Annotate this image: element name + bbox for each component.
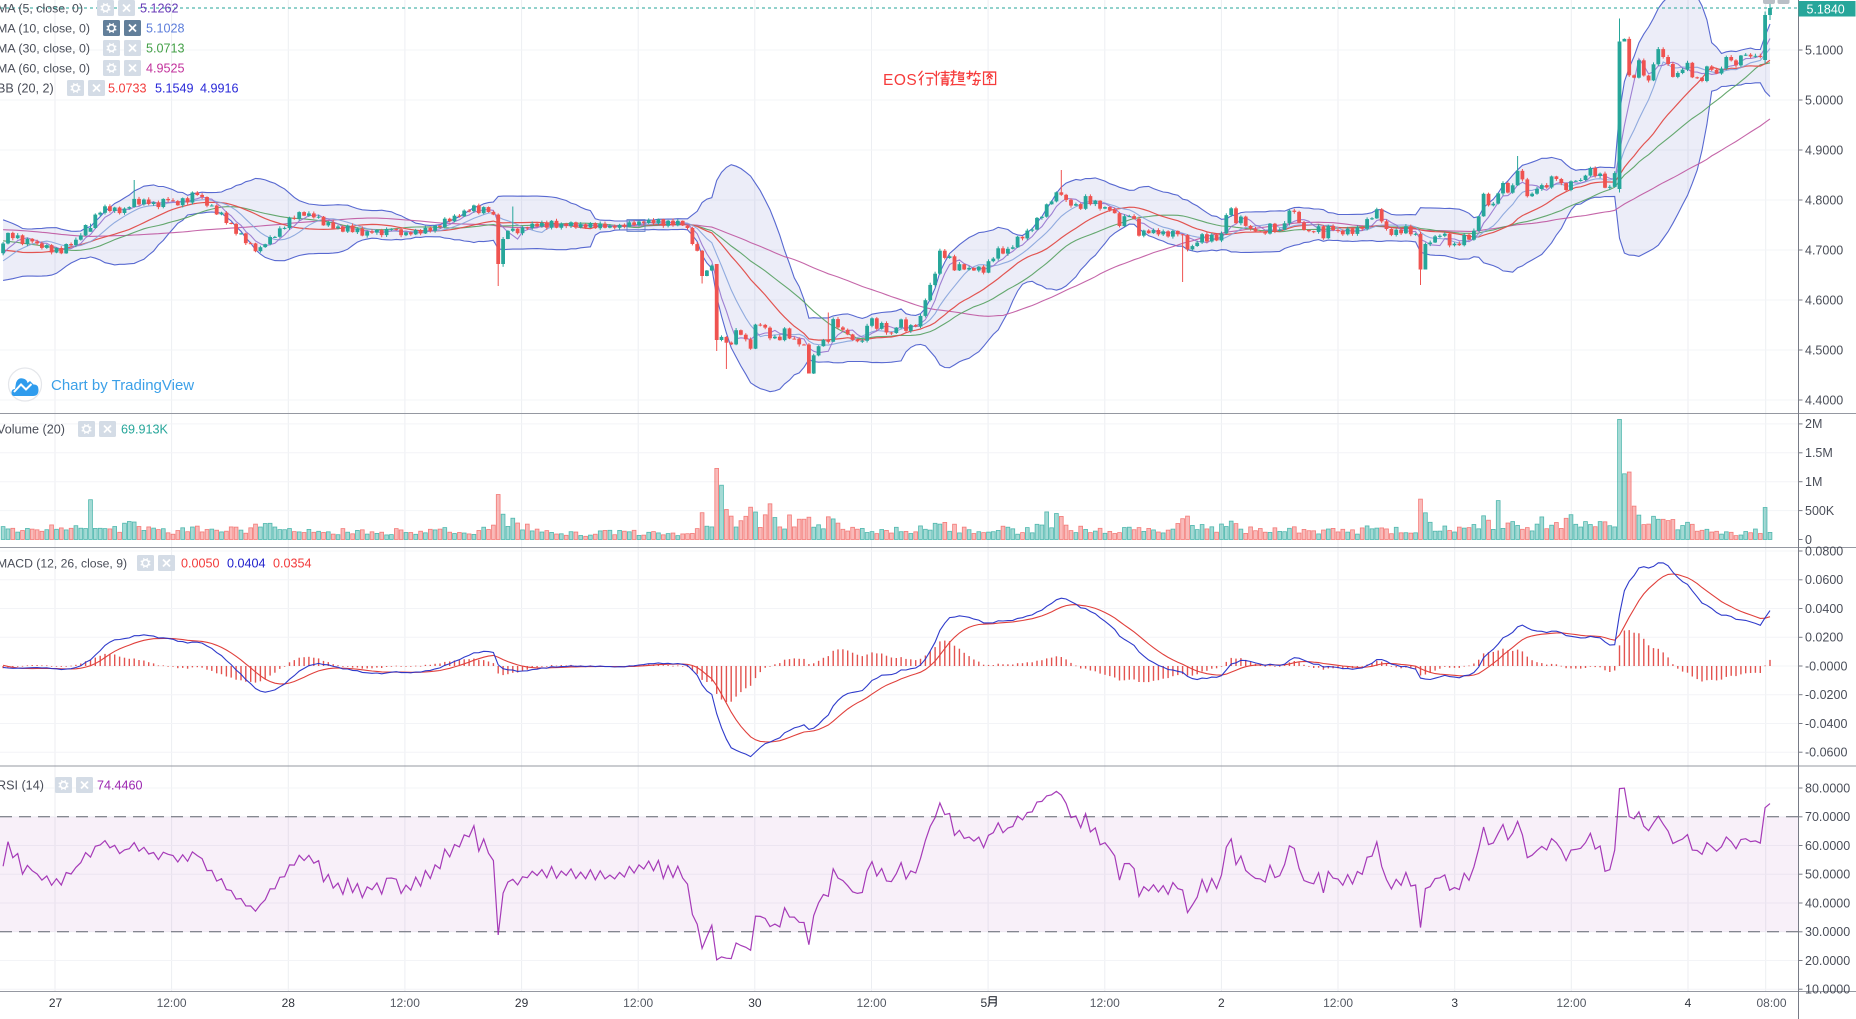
svg-text:5.0713: 5.0713 [146,42,185,56]
svg-text:12:00: 12:00 [856,996,886,1010]
svg-text:5: 5 [981,996,988,1010]
svg-text:Chart by TradingView: Chart by TradingView [51,377,194,394]
svg-text:4.8000: 4.8000 [1805,193,1843,207]
svg-text:0.0400: 0.0400 [1805,602,1843,616]
svg-text:4.7000: 4.7000 [1805,243,1843,257]
svg-text:10.0000: 10.0000 [1805,983,1850,997]
svg-text:2: 2 [1218,996,1225,1010]
svg-text:74.4460: 74.4460 [97,779,143,793]
svg-text:5.0000: 5.0000 [1805,93,1843,107]
svg-text:Volume (20): Volume (20) [0,423,65,437]
svg-text:0.0354: 0.0354 [273,557,312,571]
svg-text:500K: 500K [1805,504,1835,518]
svg-text:EOS: EOS [883,72,917,89]
svg-text:5.0733: 5.0733 [108,82,147,96]
svg-text:4.9000: 4.9000 [1805,143,1843,157]
svg-text:-0.0000: -0.0000 [1805,659,1847,673]
svg-text:-0.0200: -0.0200 [1805,688,1847,702]
svg-text:80.0000: 80.0000 [1805,781,1850,795]
svg-text:20.0000: 20.0000 [1805,954,1850,968]
svg-text:2M: 2M [1805,417,1822,431]
svg-text:12:00: 12:00 [1323,996,1353,1010]
svg-text:5.1000: 5.1000 [1805,43,1843,57]
svg-text:5.1840: 5.1840 [1807,3,1845,17]
svg-text:70.0000: 70.0000 [1805,810,1850,824]
svg-text:MA (30, close, 0): MA (30, close, 0) [0,42,90,56]
svg-text:BB (20, 2): BB (20, 2) [0,82,54,96]
svg-text:1M: 1M [1805,475,1822,489]
svg-text:40.0000: 40.0000 [1805,896,1850,910]
svg-text:4.5000: 4.5000 [1805,343,1843,357]
svg-text:1.5M: 1.5M [1805,446,1833,460]
svg-text:4.4000: 4.4000 [1805,393,1843,407]
svg-text:3: 3 [1451,996,1458,1010]
svg-text:-0.0400: -0.0400 [1805,717,1847,731]
svg-text:12:00: 12:00 [623,996,653,1010]
svg-text:-0.0600: -0.0600 [1805,746,1847,760]
svg-text:60.0000: 60.0000 [1805,839,1850,853]
svg-text:30: 30 [748,996,762,1010]
svg-text:0: 0 [1805,533,1812,547]
svg-text:12:00: 12:00 [1090,996,1120,1010]
svg-text:08:00: 08:00 [1756,996,1786,1010]
svg-text:4.9916: 4.9916 [200,82,239,96]
svg-text:27: 27 [49,996,63,1010]
svg-text:50.0000: 50.0000 [1805,868,1850,882]
svg-text:12:00: 12:00 [1556,996,1586,1010]
svg-text:0.0600: 0.0600 [1805,573,1843,587]
svg-text:0.0800: 0.0800 [1805,544,1843,558]
svg-text:5.1028: 5.1028 [146,22,185,36]
svg-text:MA (5, close, 0): MA (5, close, 0) [0,2,83,16]
svg-text:0.0200: 0.0200 [1805,631,1843,645]
svg-text:12:00: 12:00 [390,996,420,1010]
svg-text:4: 4 [1685,996,1692,1010]
svg-text:4.6000: 4.6000 [1805,293,1843,307]
svg-text:MA (60, close, 0): MA (60, close, 0) [0,62,90,76]
svg-text:29: 29 [515,996,529,1010]
svg-text:5.1549: 5.1549 [155,82,194,96]
svg-text:30.0000: 30.0000 [1805,925,1850,939]
svg-text:0.0404: 0.0404 [227,557,266,571]
svg-text:12:00: 12:00 [157,996,187,1010]
svg-text:MA (10, close, 0): MA (10, close, 0) [0,22,90,36]
svg-text:4.9525: 4.9525 [146,62,185,76]
svg-text:28: 28 [282,996,296,1010]
svg-text:69.913K: 69.913K [121,423,169,437]
svg-text:RSI (14): RSI (14) [0,779,44,793]
svg-text:0.0050: 0.0050 [181,557,220,571]
svg-text:MACD (12, 26, close, 9): MACD (12, 26, close, 9) [0,557,127,571]
svg-text:5.1262: 5.1262 [140,2,179,16]
